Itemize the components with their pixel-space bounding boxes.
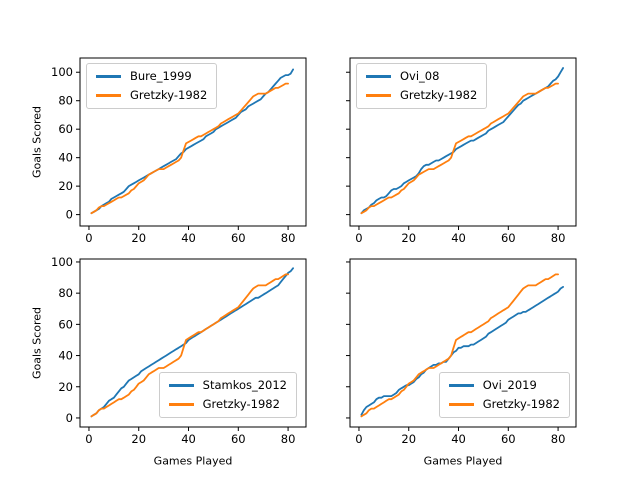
legend-label: Gretzky-1982: [130, 88, 208, 102]
legend-label: Gretzky-1982: [400, 88, 478, 102]
y-tick-label: 0: [66, 411, 73, 425]
legend-top-right: Ovi_08 Gretzky-1982: [356, 63, 488, 109]
x-tick-label: 20: [131, 231, 146, 245]
line-swatch-blue: [366, 75, 391, 78]
y-tick-label: 100: [51, 65, 73, 79]
x-tick-label: 0: [355, 231, 362, 245]
series-line-Gretzky-1982: [90, 273, 290, 418]
legend-entry: Ovi_2019: [448, 378, 560, 392]
x-axis-label-bottom-right: Games Played: [423, 454, 503, 468]
legend-bottom-right: Ovi_2019 Gretzky-1982: [438, 372, 570, 418]
series-line-Gretzky-1982: [360, 82, 559, 215]
subplot-bottom-right: 0 20 40 60 80: [346, 258, 577, 446]
line-swatch-blue: [96, 75, 121, 78]
line-swatch-orange: [96, 94, 121, 97]
legend-label: Gretzky-1982: [482, 397, 560, 411]
y-tick-label: 60: [58, 122, 73, 136]
legend-entry: Ovi_08: [366, 70, 477, 83]
line-swatch-orange: [448, 403, 474, 406]
y-tick-label: 60: [58, 317, 73, 331]
x-tick-label: 40: [451, 231, 466, 245]
legend-label: Ovi_08: [400, 69, 440, 83]
legend-entry: Stamkos_2012: [168, 378, 287, 392]
x-tick-label: 20: [401, 432, 416, 446]
line-swatch-blue: [448, 384, 474, 387]
line-swatch-orange: [366, 94, 391, 97]
series-line-Gretzky-1982: [360, 273, 559, 418]
legend-entry: Gretzky-1982: [168, 397, 287, 411]
x-tick-label: 60: [231, 231, 246, 245]
x-tick-label: 20: [131, 432, 146, 446]
x-tick-label: 40: [451, 432, 466, 446]
y-tick-label: 20: [58, 179, 73, 193]
y-tick-label: 0: [66, 208, 73, 222]
y-tick-label: 40: [58, 151, 73, 165]
x-tick-label: 80: [281, 432, 296, 446]
x-tick-label: 0: [85, 231, 92, 245]
axes-frame-top-left: [79, 57, 307, 227]
x-axis-label-bottom-left: Games Played: [153, 454, 233, 468]
line-swatch-orange: [168, 403, 194, 406]
line-swatch-blue: [168, 384, 194, 387]
x-tick-label: 80: [281, 231, 296, 245]
y-tick-label: 40: [58, 349, 73, 363]
y-tick-label: 80: [58, 286, 73, 300]
y-axis-label-bottom-left: Goals Scored: [30, 306, 44, 380]
y-axis-label-top-left: Goals Scored: [30, 105, 44, 179]
legend-label: Stamkos_2012: [202, 378, 287, 392]
x-tick-label: 60: [501, 231, 516, 245]
subplot-top-right: 0 20 40 60 80: [346, 57, 577, 245]
x-tick-label: 60: [231, 432, 246, 446]
legend-entry: Gretzky-1982: [448, 397, 560, 411]
x-tick-label: 20: [401, 231, 416, 245]
axes-frame-bottom-right: [349, 258, 577, 428]
legend-entry: Bure_1999: [96, 70, 207, 83]
subplot-bottom-left: 0 20 40 60 80 0 20 40 60 80 100: [51, 255, 307, 446]
x-tick-label: 40: [181, 432, 196, 446]
x-tick-label: 0: [85, 432, 92, 446]
y-tick-label: 80: [58, 94, 73, 108]
axes-frame-top-right: [349, 57, 577, 227]
series-line-Stamkos_2012: [90, 267, 295, 418]
series-line-Ovi_2019: [360, 285, 564, 416]
legend-entry: Gretzky-1982: [366, 89, 477, 102]
y-tick-label: 20: [58, 380, 73, 394]
legend-entry: Gretzky-1982: [96, 89, 207, 102]
legend-label: Gretzky-1982: [202, 397, 280, 411]
x-tick-label: 60: [501, 432, 516, 446]
y-tick-label: 100: [51, 255, 73, 269]
legend-label: Bure_1999: [130, 69, 192, 83]
x-tick-label: 80: [551, 432, 566, 446]
x-tick-label: 0: [355, 432, 362, 446]
series-line-Ovi_08: [360, 67, 564, 215]
legend-label: Ovi_2019: [482, 378, 537, 392]
legend-top-left: Bure_1999 Gretzky-1982: [86, 63, 218, 109]
x-tick-label: 40: [181, 231, 196, 245]
series-line-Gretzky-1982: [90, 82, 290, 215]
subplot-top-left: 0 20 40 60 80 0 20 40 60 80 100: [51, 57, 307, 245]
legend-bottom-left: Stamkos_2012 Gretzky-1982: [158, 372, 297, 418]
axes-frame-bottom-left: [79, 258, 307, 428]
x-tick-label: 80: [551, 231, 566, 245]
series-line-Bure_1999: [90, 68, 295, 215]
